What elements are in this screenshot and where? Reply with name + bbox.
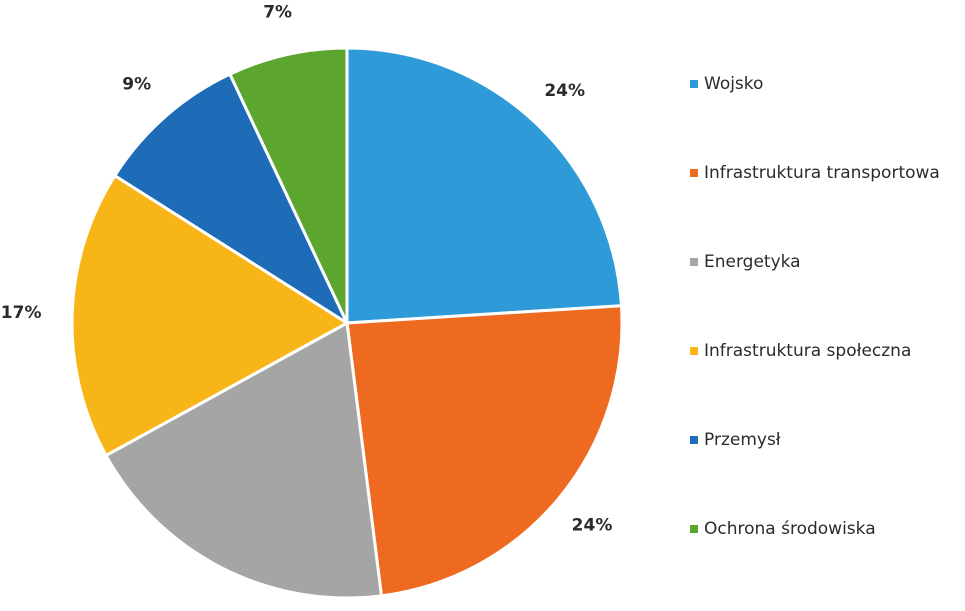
chart-legend: Wojsko Infrastruktura transportowa Energet… (690, 74, 940, 539)
legend-marker (690, 80, 698, 88)
legend-marker (690, 169, 698, 177)
pie-slices (70, 46, 624, 600)
data-label-ochrona-srodowiska: 7% (263, 3, 292, 23)
legend-marker (690, 436, 698, 444)
legend-label: Przemysł (704, 430, 781, 450)
legend-label: Infrastruktura transportowa (704, 163, 940, 183)
pie-slice-wojsko (345, 46, 623, 325)
legend-item-infrastruktura-transportowa: Infrastruktura transportowa (690, 163, 940, 183)
legend-item-przemysl: Przemysł (690, 430, 781, 450)
data-label-infrastruktura-spoleczna: 17% (1, 303, 42, 323)
legend-label: Infrastruktura społeczna (704, 341, 911, 361)
legend-item-ochrona-srodowiska: Ochrona środowiska (690, 519, 876, 539)
pie-data-labels: 24%24%19%17%9%7% (1, 3, 613, 611)
data-label-infrastruktura-transportowa: 24% (572, 516, 613, 536)
pie-slice-infrastruktura-transportowa (345, 304, 624, 598)
pie-slice-ochrona-srodowiska (228, 46, 349, 325)
legend-item-infrastruktura-spoleczna: Infrastruktura społeczna (690, 341, 911, 361)
data-label-wojsko: 24% (544, 81, 585, 101)
legend-label: Wojsko (704, 74, 763, 94)
pie-slice-infrastruktura-spoleczna (70, 174, 349, 457)
legend-item-wojsko: Wojsko (690, 74, 763, 94)
pie-slice-energetyka (104, 321, 383, 600)
legend-label: Energetyka (704, 252, 801, 272)
legend-marker (690, 525, 698, 533)
legend-marker (690, 258, 698, 266)
legend-label: Ochrona środowiska (704, 519, 876, 539)
legend-marker (690, 347, 698, 355)
data-label-przemysl: 9% (122, 74, 151, 94)
pie-slice-przemysl (113, 72, 349, 325)
legend-item-energetyka: Energetyka (690, 252, 801, 272)
